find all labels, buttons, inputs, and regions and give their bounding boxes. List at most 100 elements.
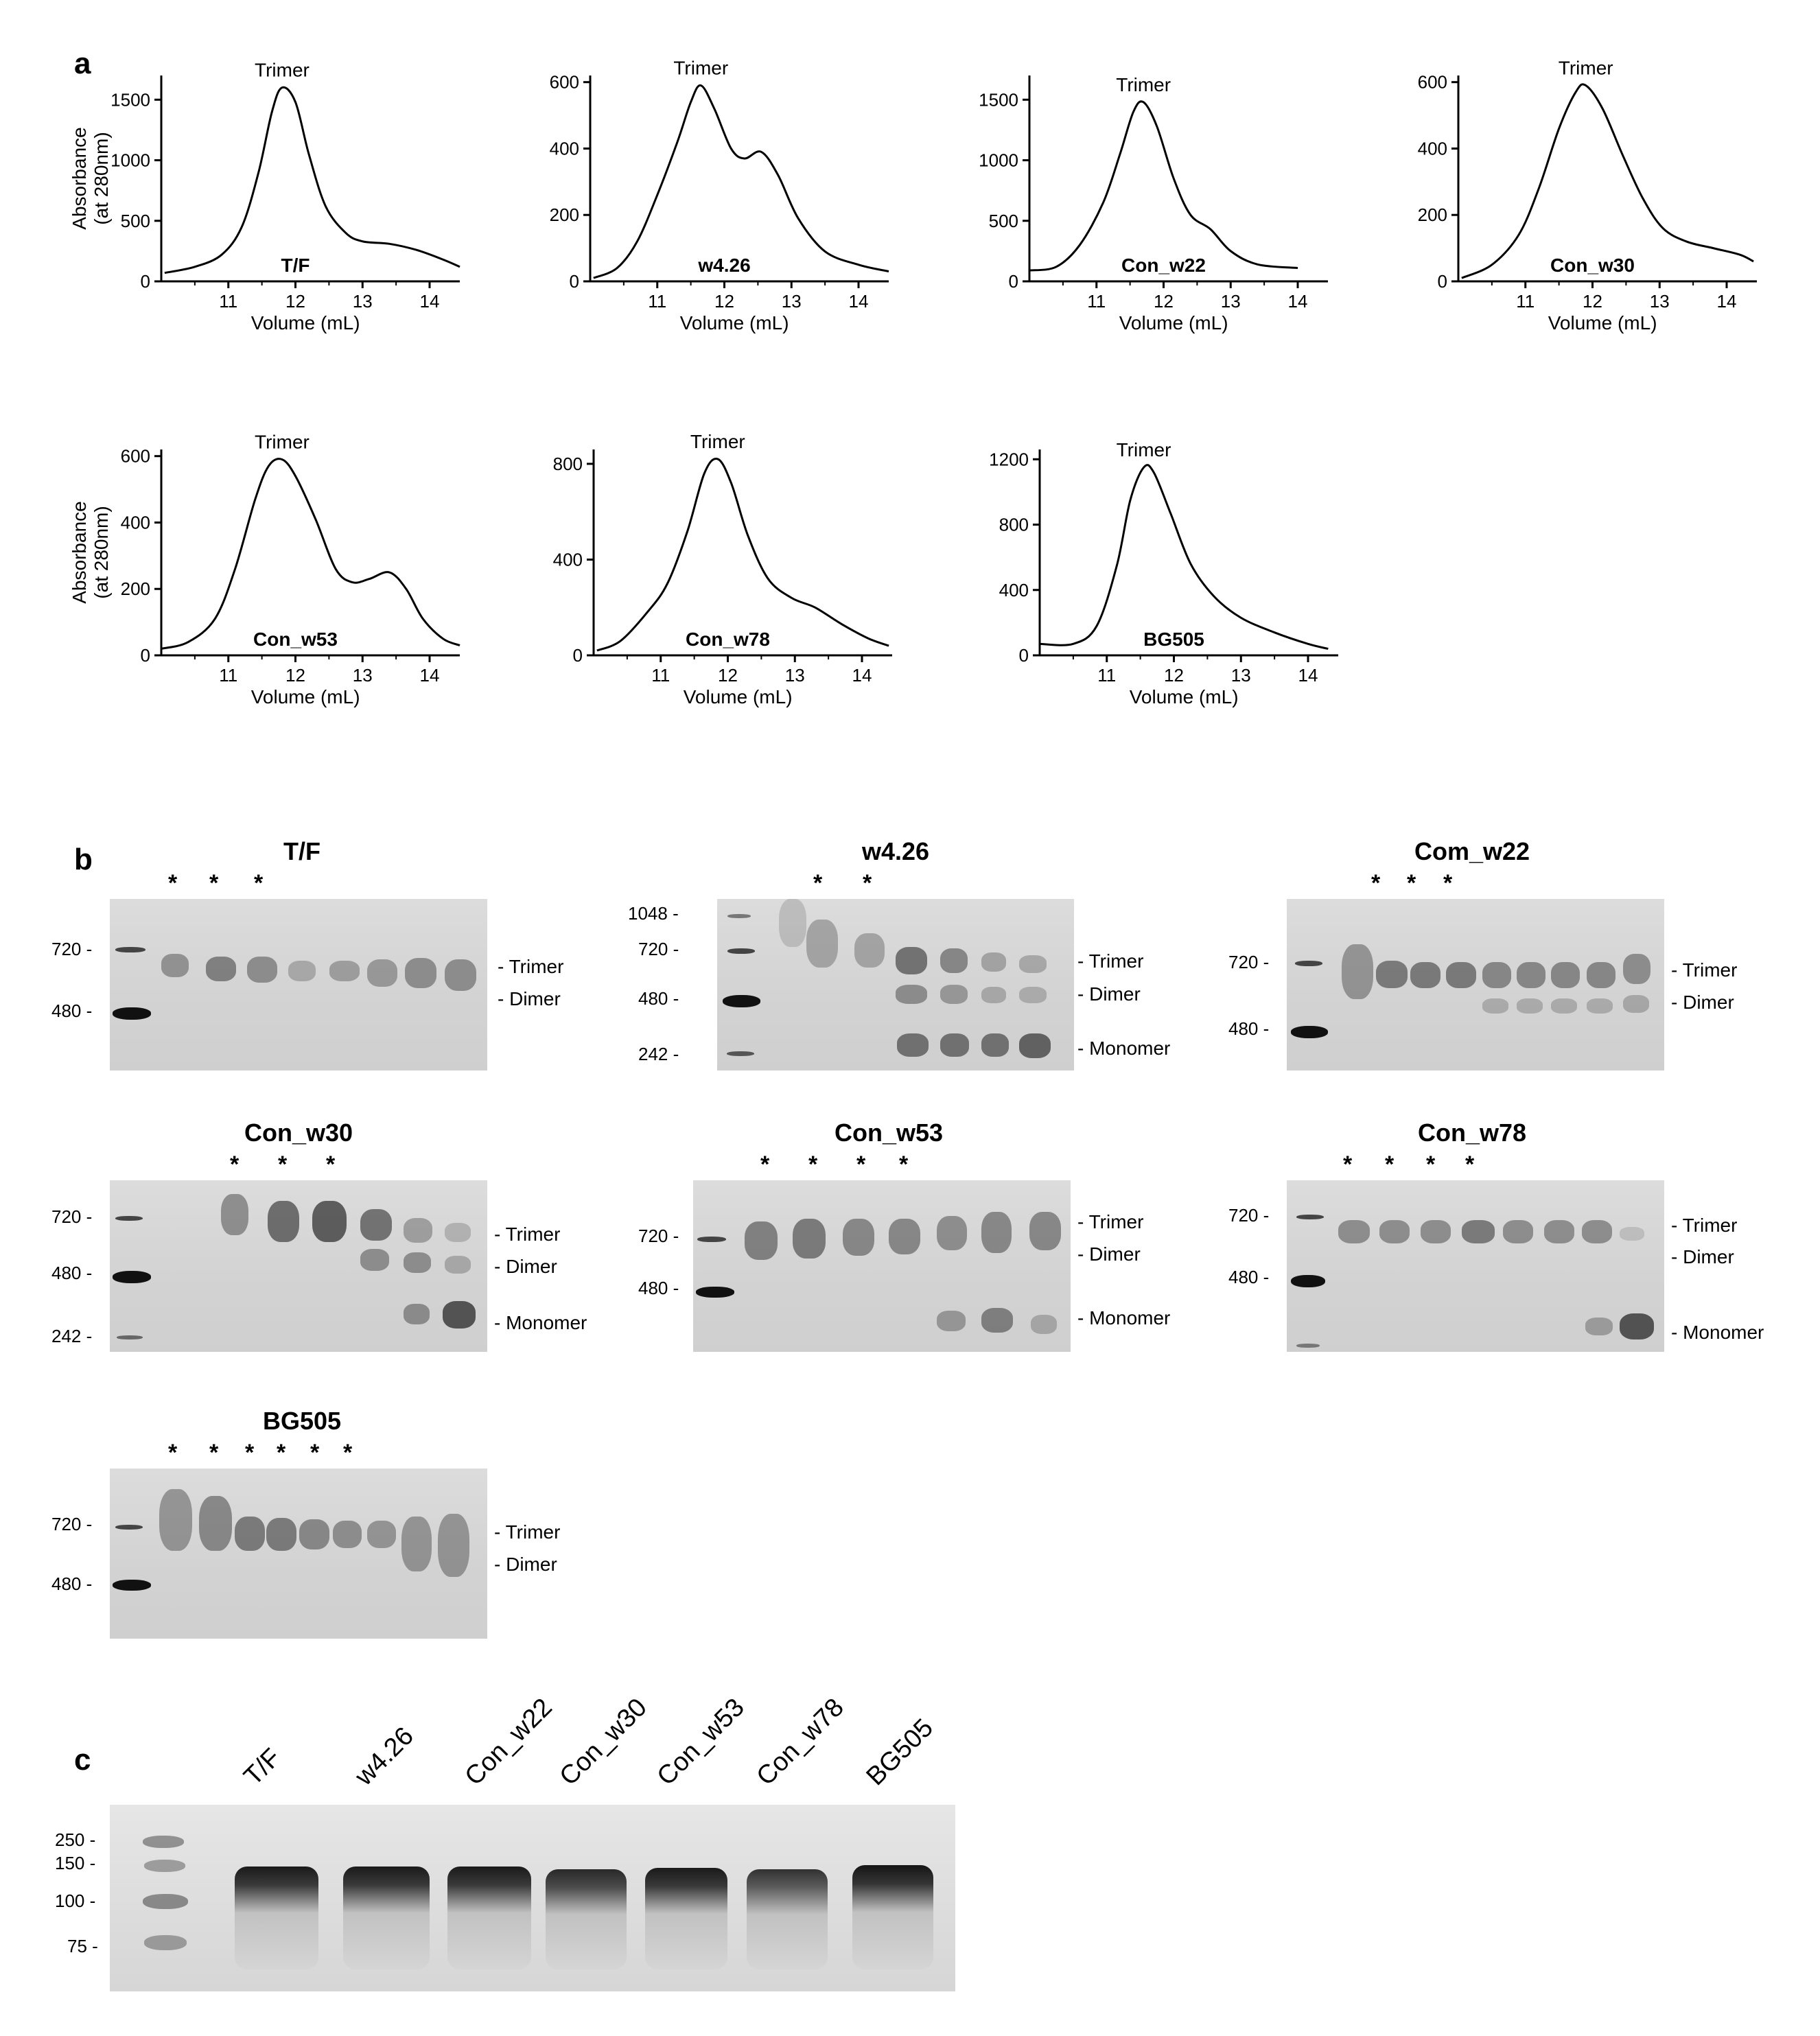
y-tick-label: 0 <box>570 271 579 292</box>
mw-label: 480 - <box>51 1263 93 1283</box>
lane-star: * <box>343 1440 353 1466</box>
lane-star: * <box>277 1440 286 1466</box>
gel-image <box>693 1180 1071 1352</box>
lane-star: * <box>278 1151 288 1178</box>
mw-label: 242 - <box>51 1326 93 1346</box>
gel-image <box>1287 899 1664 1070</box>
x-tick-label: 12 <box>718 665 738 686</box>
peak-label-trimer: Trimer <box>1116 74 1171 95</box>
x-tick-label: 14 <box>1298 665 1318 686</box>
y-tick-label: 400 <box>121 512 150 533</box>
band-label-monomer: - Monomer <box>494 1312 587 1333</box>
peak-label-trimer: Trimer <box>673 58 728 79</box>
lane-label-w426: w4.26 <box>349 1721 419 1792</box>
x-tick-label: 13 <box>353 665 373 686</box>
y-axis-label: Absorbance (at 280nm) <box>69 127 112 229</box>
lane-label-bg505: BG505 <box>861 1713 939 1792</box>
mw-label: 480 - <box>638 1278 679 1298</box>
lane-star: * <box>863 870 872 896</box>
peak-label-trimer: Trimer <box>1559 58 1613 79</box>
y-tick-label: 0 <box>141 271 150 292</box>
band-label-monomer: - Monomer <box>1077 1038 1171 1059</box>
gel-title: Con_w78 <box>1417 1119 1527 1147</box>
lane-star: * <box>856 1151 866 1178</box>
y-axis-label: Absorbance (at 280nm) <box>69 501 112 603</box>
lane-star: * <box>808 1151 818 1178</box>
sec-chart-w426: 0 200 400 600 11 12 13 14 Trimer w4.26 Volume (mL) <box>470 55 896 343</box>
sec-chart-con-w22: 0 500 1000 1500 11 12 13 14 Trimer Con_w22 Volume … <box>909 55 1335 343</box>
construct-label: Con_w22 <box>1121 255 1206 276</box>
y-tick-label: 0 <box>573 645 583 666</box>
lane-star: * <box>1385 1151 1395 1178</box>
band-label-trimer: - Trimer <box>1671 1215 1738 1236</box>
sec-chart-con-w78: 0 400 800 11 12 13 14 Trimer Con_w78 Volume (mL) <box>474 429 899 717</box>
lane-label-con-w22: Con_w22 <box>459 1693 558 1792</box>
lane-star: * <box>245 1440 255 1466</box>
x-tick-label: 12 <box>714 291 734 312</box>
y-tick-label: 0 <box>141 645 150 666</box>
x-tick-label: 14 <box>1288 291 1308 312</box>
gel-title: Com_w22 <box>1414 837 1530 865</box>
y-tick-label: 200 <box>121 578 150 599</box>
y-tick-label: 0 <box>1438 271 1447 292</box>
peak-label-trimer: Trimer <box>255 60 310 81</box>
band-label-trimer: - Trimer <box>1077 950 1144 972</box>
x-axis-label: Volume (mL) <box>1548 312 1657 334</box>
y-tick-label: 0 <box>1009 271 1018 292</box>
band-label-trimer: - Trimer <box>1671 959 1738 981</box>
lane-star: * <box>209 870 219 896</box>
x-tick-label: 14 <box>420 291 440 312</box>
band-label-dimer: - Dimer <box>498 988 561 1009</box>
elution-curve <box>161 458 460 650</box>
x-tick-label: 14 <box>420 665 440 686</box>
mw-label: 100 - <box>55 1891 96 1911</box>
sec-chart-svg: 0 200 400 600 11 12 13 14 Trimer Con_w30 Volume (m… <box>1418 58 1757 334</box>
sec-chart-svg: 0 500 1000 1500 11 12 13 14 Trimer T/F Volume (mL)… <box>69 60 460 334</box>
sec-chart-con-w53: 0 200 400 600 11 12 13 14 Trimer Con_w53 Volume (m… <box>41 429 467 717</box>
lane-label-tf: T/F <box>238 1743 287 1792</box>
lane-star: * <box>326 1151 336 1178</box>
x-tick-label: 12 <box>285 291 305 312</box>
y-axis-label-line1: Absorbance <box>69 127 90 229</box>
lane-star: * <box>1443 870 1453 896</box>
band-label-monomer: - Monomer <box>1671 1322 1764 1343</box>
x-axis-label: Volume (mL) <box>680 312 789 334</box>
peak-label-trimer: Trimer <box>1117 439 1171 460</box>
y-axis-label-line1: Absorbance <box>69 501 90 603</box>
x-tick-label: 13 <box>785 665 805 686</box>
y-tick-label: 800 <box>999 515 1029 535</box>
elution-curve <box>596 457 889 652</box>
x-tick-label: 13 <box>353 291 373 312</box>
x-tick-label: 11 <box>1087 291 1106 312</box>
lane-star: * <box>1407 870 1416 896</box>
lane-star: * <box>254 870 264 896</box>
y-tick-label: 200 <box>550 204 579 225</box>
sec-chart-svg: 0 400 800 1200 11 12 13 14 Trimer BG505 Volume (mL… <box>989 439 1338 707</box>
mw-label: 480 - <box>51 1573 93 1594</box>
elution-curve <box>1039 464 1329 650</box>
y-tick-label: 400 <box>550 138 579 159</box>
x-axis-label: Volume (mL) <box>684 686 793 707</box>
lane-star: * <box>168 870 178 896</box>
x-tick-label: 14 <box>852 665 872 686</box>
gel-title: w4.26 <box>861 837 930 865</box>
mw-label: 720 - <box>51 1514 93 1534</box>
band-label-trimer: - Trimer <box>498 956 564 977</box>
mw-label: 720 - <box>1228 952 1270 972</box>
lane-star: * <box>168 1440 178 1466</box>
x-axis-label: Volume (mL) <box>251 312 360 334</box>
mw-label: 720 - <box>638 939 679 959</box>
band-label-trimer: - Trimer <box>494 1224 561 1245</box>
y-tick-label: 600 <box>550 72 579 93</box>
y-tick-label: 600 <box>1418 72 1447 93</box>
elution-curve <box>1029 100 1298 272</box>
mw-label: 720 - <box>51 1206 93 1227</box>
band-label-monomer: - Monomer <box>1077 1307 1171 1329</box>
mw-label: 480 - <box>1228 1267 1270 1287</box>
x-tick-label: 11 <box>1516 291 1535 312</box>
y-tick-label: 800 <box>553 454 583 474</box>
x-axis-label: Volume (mL) <box>1119 312 1228 334</box>
lane-label-con-w78: Con_w78 <box>751 1693 850 1792</box>
peak-label-trimer: Trimer <box>255 432 310 453</box>
elution-curve <box>593 84 889 279</box>
